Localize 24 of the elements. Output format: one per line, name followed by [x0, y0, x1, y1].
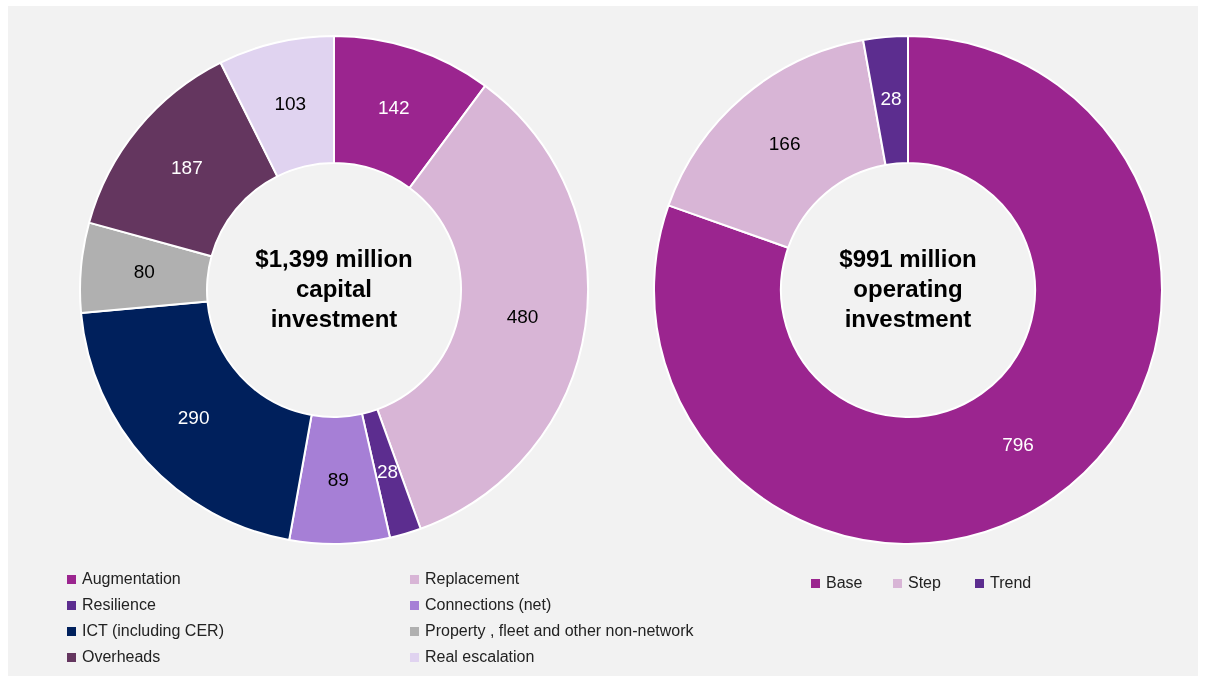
data-label: 290 [177, 406, 210, 428]
legend-label: Property , fleet and other non-network [425, 622, 694, 640]
data-label: 480 [506, 305, 539, 327]
legend-label: Connections (net) [425, 596, 552, 614]
legend-label: Resilience [82, 596, 156, 614]
legend-label: Trend [990, 574, 1032, 592]
data-label: 142 [377, 97, 410, 119]
legend-label: Replacement [425, 570, 520, 588]
data-label: 89 [327, 468, 349, 490]
legend-label: ICT (including CER) [82, 622, 224, 640]
legend-label: Step [908, 574, 941, 592]
data-label: 103 [274, 92, 307, 114]
legend-label: Base [826, 574, 863, 592]
data-label: 166 [768, 133, 801, 155]
data-label: 28 [377, 461, 399, 483]
legend-label: Overheads [82, 648, 161, 666]
data-label: 80 [133, 261, 155, 283]
data-label: 187 [171, 157, 203, 179]
text: $1,399 million capital investment [255, 244, 413, 332]
data-label: 28 [880, 88, 902, 110]
data-label: 796 [1002, 433, 1034, 455]
legend-label: Real escalation [425, 648, 535, 666]
text: $991 million operating investment [839, 244, 977, 332]
legend-label: Augmentation [82, 570, 181, 588]
